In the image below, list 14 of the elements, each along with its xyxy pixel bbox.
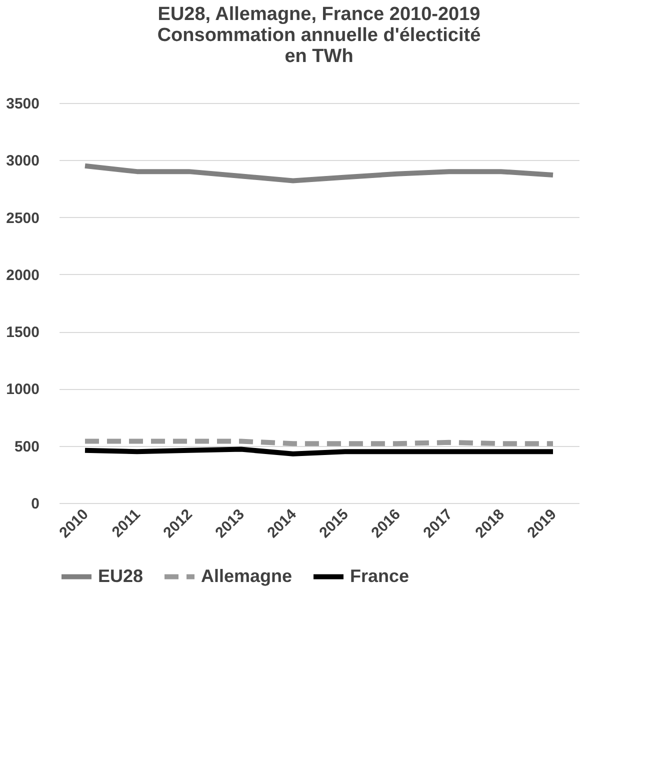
text: Consommation annuelle d'électicité [157,25,481,46]
legend-label: Allemagne [201,566,292,586]
text: EU28, Allemagne, France 2010-2019 [158,4,480,25]
y-tick-label: 2500 [6,210,40,227]
legend-label: France [350,566,410,586]
y-tick-label: 3500 [6,96,40,112]
y-tick-label: 2000 [6,266,40,284]
y-tick-label: 500 [14,438,40,456]
y-tick-label: 1000 [6,381,40,398]
legend-label: EU28 [98,566,144,586]
text: en TWh [284,46,354,67]
y-tick-label: 0 [31,496,40,512]
y-tick-label: 3000 [6,152,40,170]
y-tick-label: 1500 [6,324,40,342]
